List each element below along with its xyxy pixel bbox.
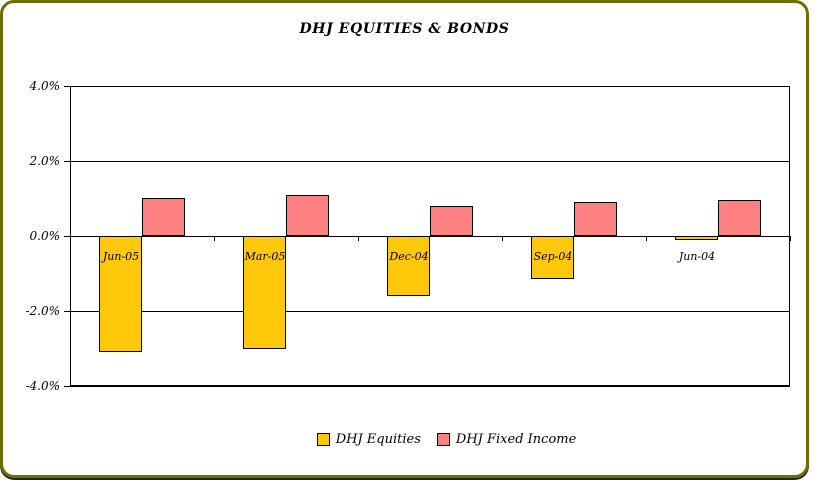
x-axis-tick: [70, 236, 71, 241]
legend-label: DHJ Equities: [335, 432, 421, 447]
bar-dhj-equities-jun-05: [99, 236, 142, 352]
x-axis-tick: [790, 236, 791, 241]
category-label: Dec-04: [389, 250, 429, 263]
y-axis-tick: [64, 86, 70, 87]
bar-dhj-fixed-income-mar-05: [286, 195, 329, 236]
category-label: Jun-05: [102, 250, 140, 263]
x-axis-tick: [646, 236, 647, 241]
gridline: [70, 311, 790, 312]
gridline: [70, 86, 790, 87]
category-labels-layer: Jun-05 Mar-05 Dec-04 Sep-04 Jun-04: [3, 3, 806, 475]
y-axis-tick: [64, 311, 70, 312]
y-axis-layer: 4.0% 2.0% 0.0% -2.0% -4.0%: [3, 3, 806, 475]
y-axis-label: 0.0%: [29, 229, 61, 243]
zero-axis-line: [70, 236, 790, 237]
x-axis-tick: [214, 236, 215, 241]
bar-dhj-equities-dec-04: [387, 236, 430, 296]
y-axis-tick: [64, 236, 70, 237]
chart-title: DHJ EQUITIES & BONDS: [299, 21, 510, 37]
y-axis-tick: [64, 386, 70, 387]
bars-layer: [3, 3, 806, 475]
legend: DHJ Equities DHJ Fixed Income: [45, 432, 815, 447]
legend-item-dhj-equities: DHJ Equities: [316, 432, 421, 447]
y-axis-tick: [64, 161, 70, 162]
y-axis-label: -2.0%: [25, 304, 60, 318]
category-label: Sep-04: [533, 250, 573, 263]
legend-item-dhj-fixed-income: DHJ Fixed Income: [436, 432, 577, 447]
bar-dhj-fixed-income-jun-05: [142, 198, 185, 236]
category-label: Jun-04: [678, 250, 716, 263]
x-axis-tick: [358, 236, 359, 241]
bar-dhj-fixed-income-jun-04: [718, 200, 761, 236]
legend-swatch-dhj-equities: [316, 433, 330, 446]
bar-dhj-equities-mar-05: [243, 236, 286, 349]
y-axis-label: 2.0%: [29, 154, 61, 168]
y-axis-label: -4.0%: [25, 379, 60, 393]
y-axis-label: 4.0%: [29, 79, 61, 93]
bar-dhj-fixed-income-sep-04: [574, 202, 617, 236]
category-label: Mar-05: [244, 250, 286, 263]
legend-label: DHJ Fixed Income: [455, 432, 577, 447]
x-axis-layer: [3, 3, 806, 475]
x-axis-tick: [502, 236, 503, 241]
bar-dhj-fixed-income-dec-04: [430, 206, 473, 236]
gridline: [70, 161, 790, 162]
gridline: [70, 386, 790, 387]
legend-swatch-dhj-fixed-income: [436, 433, 450, 446]
